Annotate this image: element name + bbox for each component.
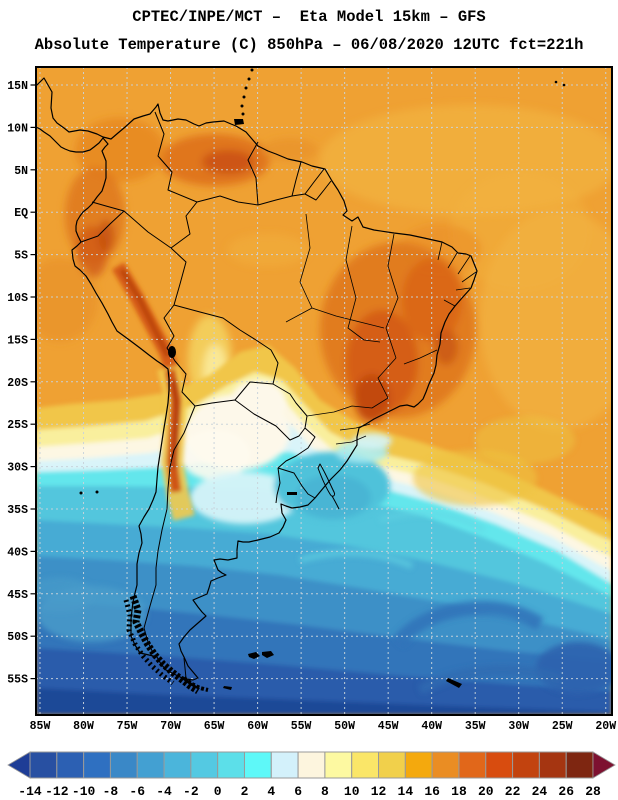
colorbar-cell [431,751,460,779]
colorbar-cell [29,751,58,779]
colorbar-over-arrow [592,751,616,779]
colorbar-label: 28 [585,784,601,799]
lon-label: 70W [160,720,181,733]
brazil-state-borders [285,213,477,445]
lon-label: 30W [508,720,529,733]
colorbar-cell [378,751,406,779]
patagonia-fjords [123,594,209,694]
lat-label: 20S [7,377,28,390]
colorbar-under-arrow [7,751,31,779]
lat-label: 10N [7,122,28,135]
lon-label: 40W [421,720,442,733]
lon-label: 65W [204,720,225,733]
colorbar-label: 20 [478,784,494,799]
colorbar-cell [217,751,245,779]
map-canvas: 15N 10N 5N EQ 5S 10S 15S 20S 25S 30S 35S 40S 45S 50S 5… [7,66,617,733]
page-subtitle: Absolute Temperature (C) 850hPa – 06/08/… [34,36,584,54]
islands-and-lakes [79,68,566,690]
lon-label: 45W [378,720,399,733]
colorbar-cell [565,751,594,779]
colorbar-label: 2 [241,784,249,799]
colorbar-label: 12 [371,784,387,799]
colorbar-cell [56,751,85,779]
latitude-axis-labels: 15N 10N 5N EQ 5S 10S 15S 20S 25S 30S 35S 40S 45S 50S 5… [7,80,36,687]
colorbar-cell [109,751,138,779]
lat-label: 25S [7,419,28,432]
colorbar-cell [538,751,567,779]
colorbar-label: -12 [45,784,69,799]
colorbar-label: 4 [267,784,275,799]
lat-label: 30S [7,462,28,475]
colorbar-cell [83,751,111,779]
lon-label: 85W [30,720,51,733]
colorbar-cell [404,751,433,779]
colorbar-label: 26 [558,784,574,799]
colorbar-label: 16 [424,784,440,799]
lat-label: 5N [14,165,28,178]
colorbar-label: 8 [321,784,329,799]
map-frame-border [35,66,613,716]
lon-label: 55W [291,720,312,733]
colorbar-label: -14 [18,784,42,799]
colorbar-cells [7,751,616,779]
colorbar-label: 22 [505,784,521,799]
colorbar-cell [190,751,219,779]
temperature-field [36,67,612,715]
lon-label: 35W [465,720,486,733]
lon-label: 50W [334,720,355,733]
lon-label: 75W [117,720,138,733]
colorbar-cell [351,751,380,779]
colorbar-cell [136,751,165,779]
lon-label: 80W [73,720,94,733]
lon-label: 20W [595,720,616,733]
colorbar-cell [297,751,326,779]
colorbar-label: -2 [183,784,199,799]
page-title: CPTEC/INPE/MCT – Eta Model 15km – GFS [132,8,486,26]
colorbar-label: -6 [129,784,145,799]
colorbar-label: 14 [398,784,414,799]
colorbar-label: -4 [156,784,172,799]
colorbar-cell [270,751,299,779]
colorbar-cell [512,751,540,779]
lon-label: 25W [552,720,573,733]
graticule-grid-lines [36,67,612,715]
lon-label: 60W [247,720,268,733]
lat-label: 10S [7,292,28,305]
colorbar-cell [243,751,272,779]
colorbar-label: -10 [72,784,96,799]
lat-label: 45S [7,589,28,602]
lat-label: 15N [7,80,28,93]
lat-label: EQ [14,207,28,220]
colorbar-cell [458,751,487,779]
colorbar-cell [485,751,514,779]
lat-label: 50S [7,631,28,644]
colorbar-label: 18 [451,784,467,799]
colorbar-tick-labels: -14 -12 -10 -8 -6 -4 -2 0 2 4 6 8 10 12 14 16 18 20 22 24 26… [18,784,601,799]
colorbar-label: 6 [294,784,302,799]
colorbar-label: 10 [344,784,360,799]
lat-label: 40S [7,546,28,559]
coastal-lagoons [317,463,340,510]
lat-label: 15S [7,334,28,347]
lat-label: 5S [14,250,28,263]
lat-label: 55S [7,674,28,687]
colorbar-label: -8 [103,784,119,799]
colorbar-cell [163,751,192,779]
lat-label: 35S [7,504,28,517]
coastline-south-america [36,77,478,681]
colorbar-label: 0 [214,784,222,799]
longitude-axis-labels: 85W 80W 75W 70W 65W 60W 55W 50W 45W 40W 35W 30W 25W 2… [30,720,617,733]
colorbar-canvas: -14 -12 -10 -8 -6 -4 -2 0 2 4 6 8 10 12 14 16 18 20 22 24 26… [7,751,616,799]
andes-hot-stripe [111,262,195,521]
coastlines-and-borders [36,68,566,694]
colorbar-cell [324,751,353,779]
colorbar-label: 24 [532,784,548,799]
